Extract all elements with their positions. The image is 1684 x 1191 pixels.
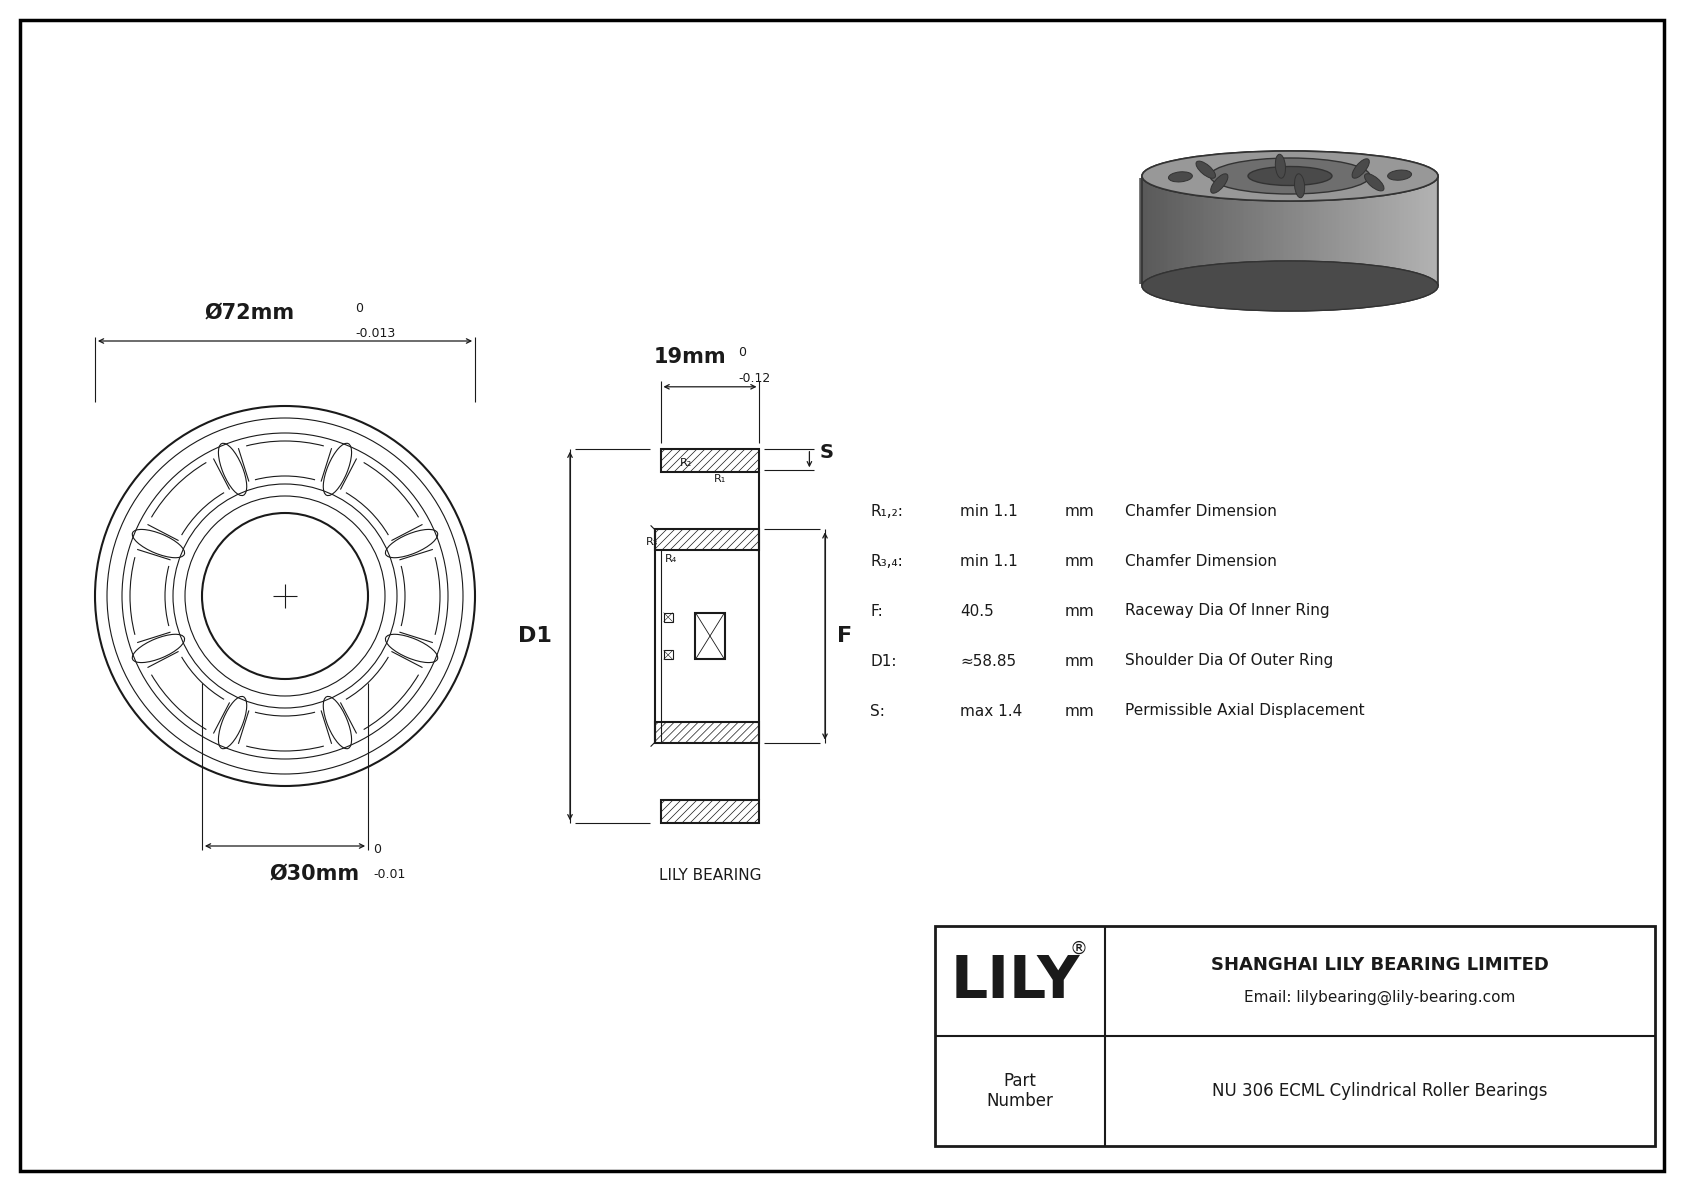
- Text: R₁,₂:: R₁,₂:: [871, 504, 903, 518]
- Bar: [695, 612, 724, 660]
- Text: -0.12: -0.12: [738, 372, 770, 385]
- Text: max 1.4: max 1.4: [960, 704, 1022, 718]
- Text: F:: F:: [871, 604, 882, 618]
- Text: mm: mm: [1064, 654, 1095, 668]
- Ellipse shape: [1169, 172, 1192, 182]
- Ellipse shape: [1364, 174, 1384, 191]
- Ellipse shape: [1275, 155, 1285, 179]
- Text: Part
Number: Part Number: [987, 1072, 1054, 1110]
- Ellipse shape: [1142, 261, 1438, 311]
- Ellipse shape: [1196, 161, 1216, 179]
- Text: NU 306 ECML Cylindrical Roller Bearings: NU 306 ECML Cylindrical Roller Bearings: [1212, 1081, 1548, 1100]
- Ellipse shape: [1295, 174, 1305, 198]
- Text: -0.013: -0.013: [355, 328, 396, 339]
- Ellipse shape: [1211, 158, 1371, 194]
- Text: 0: 0: [355, 303, 364, 314]
- Text: mm: mm: [1064, 554, 1095, 568]
- Text: mm: mm: [1064, 604, 1095, 618]
- Ellipse shape: [1196, 161, 1216, 179]
- Text: ≈58.85: ≈58.85: [960, 654, 1015, 668]
- Text: F: F: [837, 626, 852, 646]
- Bar: [660, 800, 759, 823]
- Text: Chamfer Dimension: Chamfer Dimension: [1125, 504, 1276, 518]
- Text: 0: 0: [738, 345, 746, 358]
- Ellipse shape: [1295, 174, 1305, 198]
- Ellipse shape: [1211, 174, 1228, 193]
- Bar: [935, 925, 1655, 1146]
- Text: SHANGHAI LILY BEARING LIMITED: SHANGHAI LILY BEARING LIMITED: [1211, 956, 1549, 974]
- Text: D1:: D1:: [871, 654, 896, 668]
- Ellipse shape: [1248, 167, 1332, 186]
- Ellipse shape: [1248, 167, 1332, 186]
- Text: ®: ®: [1069, 940, 1088, 958]
- Text: LILY BEARING: LILY BEARING: [658, 868, 761, 884]
- Text: 40.5: 40.5: [960, 604, 994, 618]
- Text: S:: S:: [871, 704, 884, 718]
- Ellipse shape: [1142, 151, 1438, 201]
- Text: 0: 0: [372, 843, 381, 856]
- Text: 19mm: 19mm: [653, 347, 726, 367]
- Text: R₃: R₃: [647, 537, 658, 547]
- Ellipse shape: [1352, 158, 1369, 179]
- Text: LILY: LILY: [950, 953, 1079, 1010]
- Ellipse shape: [1211, 158, 1371, 194]
- Text: Ø72mm: Ø72mm: [205, 303, 295, 323]
- Ellipse shape: [1352, 158, 1369, 179]
- Bar: [663, 650, 672, 660]
- Ellipse shape: [1275, 155, 1285, 179]
- Text: Permissible Axial Displacement: Permissible Axial Displacement: [1125, 704, 1364, 718]
- Bar: [655, 530, 759, 550]
- Text: Raceway Dia Of Inner Ring: Raceway Dia Of Inner Ring: [1125, 604, 1330, 618]
- Ellipse shape: [1388, 170, 1411, 180]
- Text: Ø30mm: Ø30mm: [269, 863, 360, 884]
- Text: -0.01: -0.01: [372, 868, 406, 881]
- Text: R₂: R₂: [680, 459, 692, 468]
- Ellipse shape: [1142, 151, 1438, 201]
- Text: D1: D1: [519, 626, 552, 646]
- Text: R₃,₄:: R₃,₄:: [871, 554, 903, 568]
- Text: mm: mm: [1064, 504, 1095, 518]
- Ellipse shape: [1388, 170, 1411, 180]
- Text: S: S: [820, 443, 834, 462]
- Bar: [663, 612, 672, 622]
- Bar: [1142, 176, 1438, 286]
- Text: R₄: R₄: [665, 554, 677, 565]
- Text: min 1.1: min 1.1: [960, 504, 1017, 518]
- Ellipse shape: [1211, 174, 1228, 193]
- Ellipse shape: [1142, 261, 1438, 311]
- Text: Shoulder Dia Of Outer Ring: Shoulder Dia Of Outer Ring: [1125, 654, 1334, 668]
- Ellipse shape: [1248, 167, 1332, 186]
- Ellipse shape: [1364, 174, 1384, 191]
- Ellipse shape: [1169, 172, 1192, 182]
- Bar: [655, 722, 759, 743]
- Bar: [660, 449, 759, 472]
- Text: min 1.1: min 1.1: [960, 554, 1017, 568]
- Text: mm: mm: [1064, 704, 1095, 718]
- Text: R₁: R₁: [714, 474, 726, 485]
- Text: Email: lilybearing@lily-bearing.com: Email: lilybearing@lily-bearing.com: [1244, 990, 1516, 1004]
- Text: Chamfer Dimension: Chamfer Dimension: [1125, 554, 1276, 568]
